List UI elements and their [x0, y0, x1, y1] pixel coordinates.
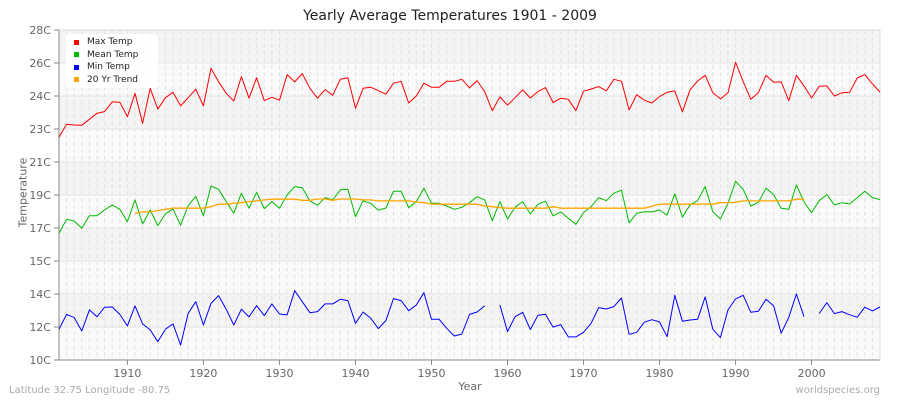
x-tick-label: 1980 [646, 367, 674, 380]
x-tick-label: 1930 [265, 367, 293, 380]
source-caption: worldspecies.org [795, 385, 880, 396]
y-tick-label: 17C [29, 222, 51, 235]
legend-item-max: Max Temp [70, 36, 154, 49]
legend-label-mean: Mean Temp [87, 49, 139, 60]
series-line-min-temp [499, 293, 805, 339]
legend-label-min: Min Temp [87, 62, 130, 73]
legend-swatch-trend [74, 77, 79, 83]
x-tick-label: 2000 [798, 367, 826, 380]
y-axis-label: Temperature [16, 157, 30, 228]
legend-label-max: Max Temp [87, 37, 133, 48]
y-tick-label: 28C [29, 24, 51, 37]
y-tick-label: 21C [29, 156, 51, 169]
x-tick-label: 1920 [189, 367, 217, 380]
x-tick-label: 1960 [494, 367, 522, 380]
legend-item-trend: 20 Yr Trend [70, 74, 154, 87]
legend-swatch-mean [74, 52, 79, 58]
y-tick-label: 26C [29, 57, 51, 70]
x-tick-label: 1910 [113, 367, 141, 380]
y-tick-label: 10C [29, 354, 51, 367]
y-tick-label: 19C [29, 189, 51, 202]
x-tick-label: 1970 [570, 367, 598, 380]
x-axis-label: Year [458, 380, 482, 393]
series-line-20-yr-trend [134, 198, 804, 214]
legend-item-mean: Mean Temp [70, 49, 154, 62]
y-tick-label: 23C [29, 123, 51, 136]
series-line-min-temp [818, 302, 881, 318]
y-tick-label: 15C [29, 255, 51, 268]
legend-label-trend: 20 Yr Trend [87, 74, 139, 85]
x-tick-label: 1950 [417, 367, 445, 380]
x-tick-label: 1940 [341, 367, 369, 380]
y-tick-label: 24C [29, 90, 51, 103]
chart-title: Yearly Average Temperatures 1901 - 2009 [303, 8, 597, 24]
series-line-min-temp [58, 290, 486, 346]
y-tick-label: 14C [29, 288, 51, 301]
series-line-mean-temp [58, 180, 881, 234]
legend-swatch-min [74, 64, 79, 70]
y-tick-label: 12C [29, 321, 51, 334]
series-line-max-temp [58, 61, 881, 138]
x-tick-label: 1990 [722, 367, 750, 380]
location-caption: Latitude 32.75 Longitude -80.75 [9, 385, 171, 396]
legend: Max Temp Mean Temp Min Temp 20 Yr Trend [66, 34, 158, 88]
legend-swatch-max [74, 39, 79, 45]
legend-item-min: Min Temp [70, 61, 154, 74]
